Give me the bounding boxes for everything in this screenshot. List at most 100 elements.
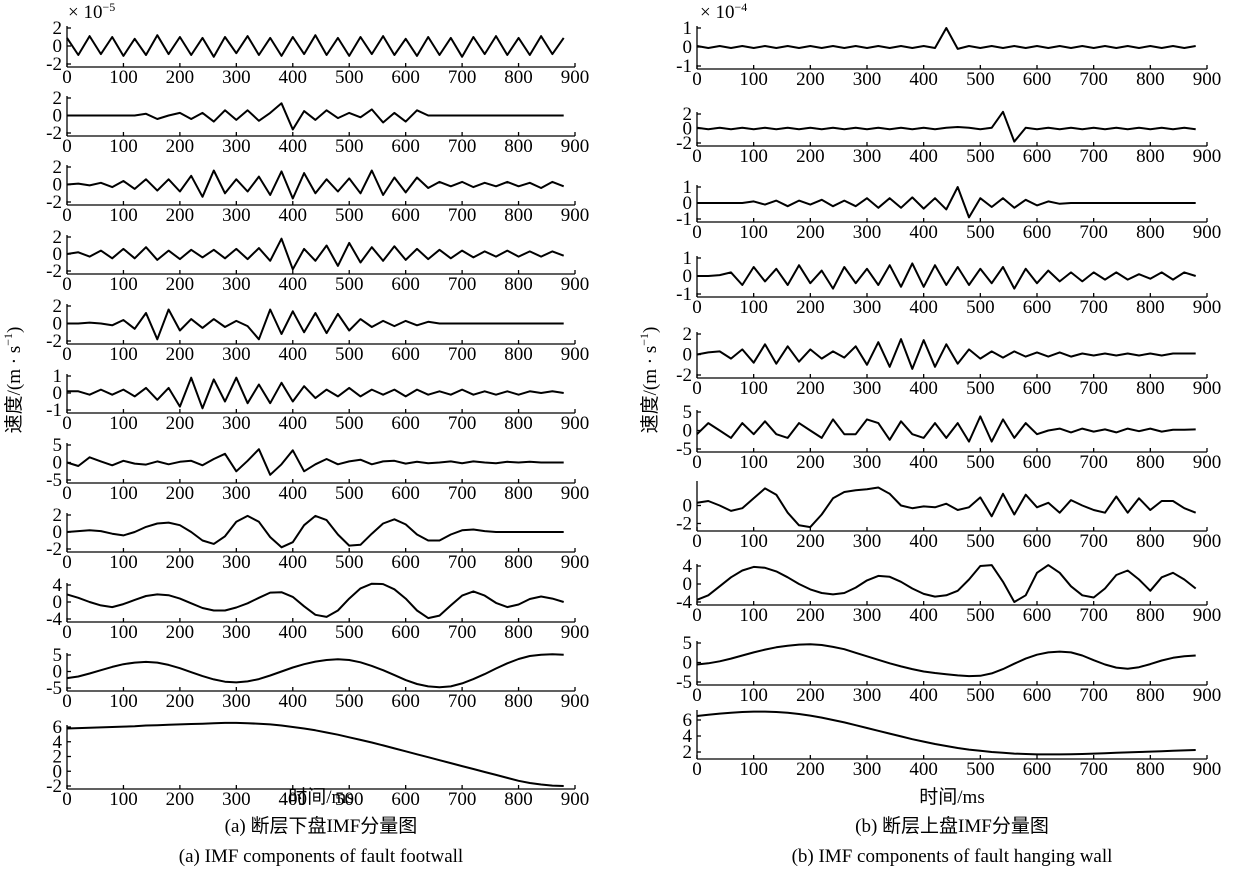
y-tick-label: 0 xyxy=(53,175,63,196)
x-tick-label: 800 xyxy=(504,483,533,504)
x-tick-label: 700 xyxy=(1079,222,1108,243)
x-tick-label: 700 xyxy=(448,274,477,295)
y-tick-label: -2 xyxy=(46,331,62,352)
x-tick-label: 200 xyxy=(166,136,195,157)
x-tick-label: 0 xyxy=(62,136,72,157)
x-tick-label: 700 xyxy=(448,483,477,504)
x-tick-label: 500 xyxy=(966,222,995,243)
x-tick-label: 0 xyxy=(692,297,702,318)
y-tick-label: 5 xyxy=(683,402,693,423)
x-tick-label: 100 xyxy=(739,605,768,626)
subplot: 246 0 100 200 300 400 500 600 700 800 900 xyxy=(683,710,1221,780)
x-tick-label: 600 xyxy=(391,691,420,712)
x-tick-label: 400 xyxy=(909,605,938,626)
y-tick-label: -1 xyxy=(676,284,692,305)
x-tick-label: 800 xyxy=(1136,146,1165,167)
x-tick-label: 100 xyxy=(739,531,768,552)
x-tick-label: 400 xyxy=(909,297,938,318)
x-tick-label: 600 xyxy=(1023,69,1052,90)
y-tick-label: 1 xyxy=(683,177,693,198)
x-tick-label: 100 xyxy=(109,136,138,157)
x-tick-label: 200 xyxy=(796,452,825,473)
x-tick-label: 0 xyxy=(62,344,72,365)
x-tick-label: 700 xyxy=(448,136,477,157)
x-tick-label: 900 xyxy=(1193,222,1222,243)
x-tick-label: 900 xyxy=(561,552,590,573)
y-tick-label: 0 xyxy=(53,314,63,335)
x-tick-label: 400 xyxy=(279,552,308,573)
y-tick-label: 4 xyxy=(53,732,63,753)
imf-line xyxy=(696,486,1197,529)
x-tick-label: 400 xyxy=(279,691,308,712)
x-tick-label: 400 xyxy=(909,222,938,243)
x-tick-label: 600 xyxy=(391,483,420,504)
x-tick-label: 300 xyxy=(222,274,251,295)
x-tick-label: 900 xyxy=(561,344,590,365)
imf-line xyxy=(66,514,564,549)
x-tick-label: 800 xyxy=(1136,452,1165,473)
x-tick-label: 200 xyxy=(796,531,825,552)
y-tick-label: 0 xyxy=(683,119,693,140)
x-tick-label: 500 xyxy=(335,413,364,434)
x-tick-label: 800 xyxy=(504,789,533,810)
subplot: -20 0 100 200 300 400 500 600 700 800 900 xyxy=(676,481,1221,552)
imf-line xyxy=(697,186,1196,219)
x-tick-label: 700 xyxy=(448,413,477,434)
x-tick-label: 900 xyxy=(561,274,590,295)
y-tick-label: 0 xyxy=(683,653,693,674)
x-tick-label: 200 xyxy=(166,622,195,643)
y-label-exp: −1 xyxy=(1,333,15,346)
y-tick-label: 2 xyxy=(53,505,63,526)
x-tick-label: 0 xyxy=(62,413,72,434)
y-tick-label: -5 xyxy=(676,439,692,460)
y-tick-label: 0 xyxy=(53,592,63,613)
caption-cn: (b) 断层上盘IMF分量图 xyxy=(855,815,1049,837)
y-tick-label: -1 xyxy=(676,209,692,230)
x-tick-label: 100 xyxy=(739,297,768,318)
x-tick-label: 700 xyxy=(1079,378,1108,399)
x-tick-label: 200 xyxy=(166,205,195,226)
y-tick-label: -5 xyxy=(676,672,692,693)
x-tick-label: 900 xyxy=(561,136,590,157)
y-tick-label: -2 xyxy=(46,192,62,213)
x-tick-label: 800 xyxy=(504,552,533,573)
y-tick-label: -5 xyxy=(46,678,62,699)
y-tick-label: 0 xyxy=(53,244,63,265)
x-tick-label: 600 xyxy=(1023,297,1052,318)
imf-line xyxy=(66,34,565,58)
x-tick-label: 0 xyxy=(62,622,72,643)
y-tick-label: 0 xyxy=(53,106,63,127)
y-tick-label: 0 xyxy=(53,522,63,543)
x-tick-label: 100 xyxy=(109,413,138,434)
x-tick-label: 700 xyxy=(448,67,477,88)
x-tick-label: 300 xyxy=(853,69,882,90)
x-tick-label: 800 xyxy=(1136,685,1165,706)
y-tick-label: 4 xyxy=(683,556,693,577)
y-tick-label: 0 xyxy=(683,421,693,442)
scale-multiplier: × 10−5 xyxy=(68,0,115,23)
x-tick-label: 0 xyxy=(62,483,72,504)
y-tick-label: 0 xyxy=(53,662,63,683)
y-tick-label: 1 xyxy=(683,248,693,269)
imf-line xyxy=(696,564,1197,603)
x-tick-label: 900 xyxy=(1193,378,1222,399)
x-tick-label: 600 xyxy=(391,789,420,810)
x-tick-label: 500 xyxy=(335,622,364,643)
x-tick-label: 700 xyxy=(448,552,477,573)
imf-line xyxy=(66,721,564,787)
y-tick-label: 1 xyxy=(683,18,693,39)
x-tick-label: 800 xyxy=(1136,297,1165,318)
x-tick-label: 900 xyxy=(1193,605,1222,626)
x-tick-label: 800 xyxy=(1136,605,1165,626)
x-tick-label: 200 xyxy=(796,297,825,318)
x-tick-label: 800 xyxy=(504,413,533,434)
x-tick-label: 300 xyxy=(222,413,251,434)
x-tick-label: 700 xyxy=(1079,297,1108,318)
x-tick-label: 300 xyxy=(853,378,882,399)
x-tick-label: 600 xyxy=(1023,531,1052,552)
y-tick-label: 6 xyxy=(53,717,63,738)
